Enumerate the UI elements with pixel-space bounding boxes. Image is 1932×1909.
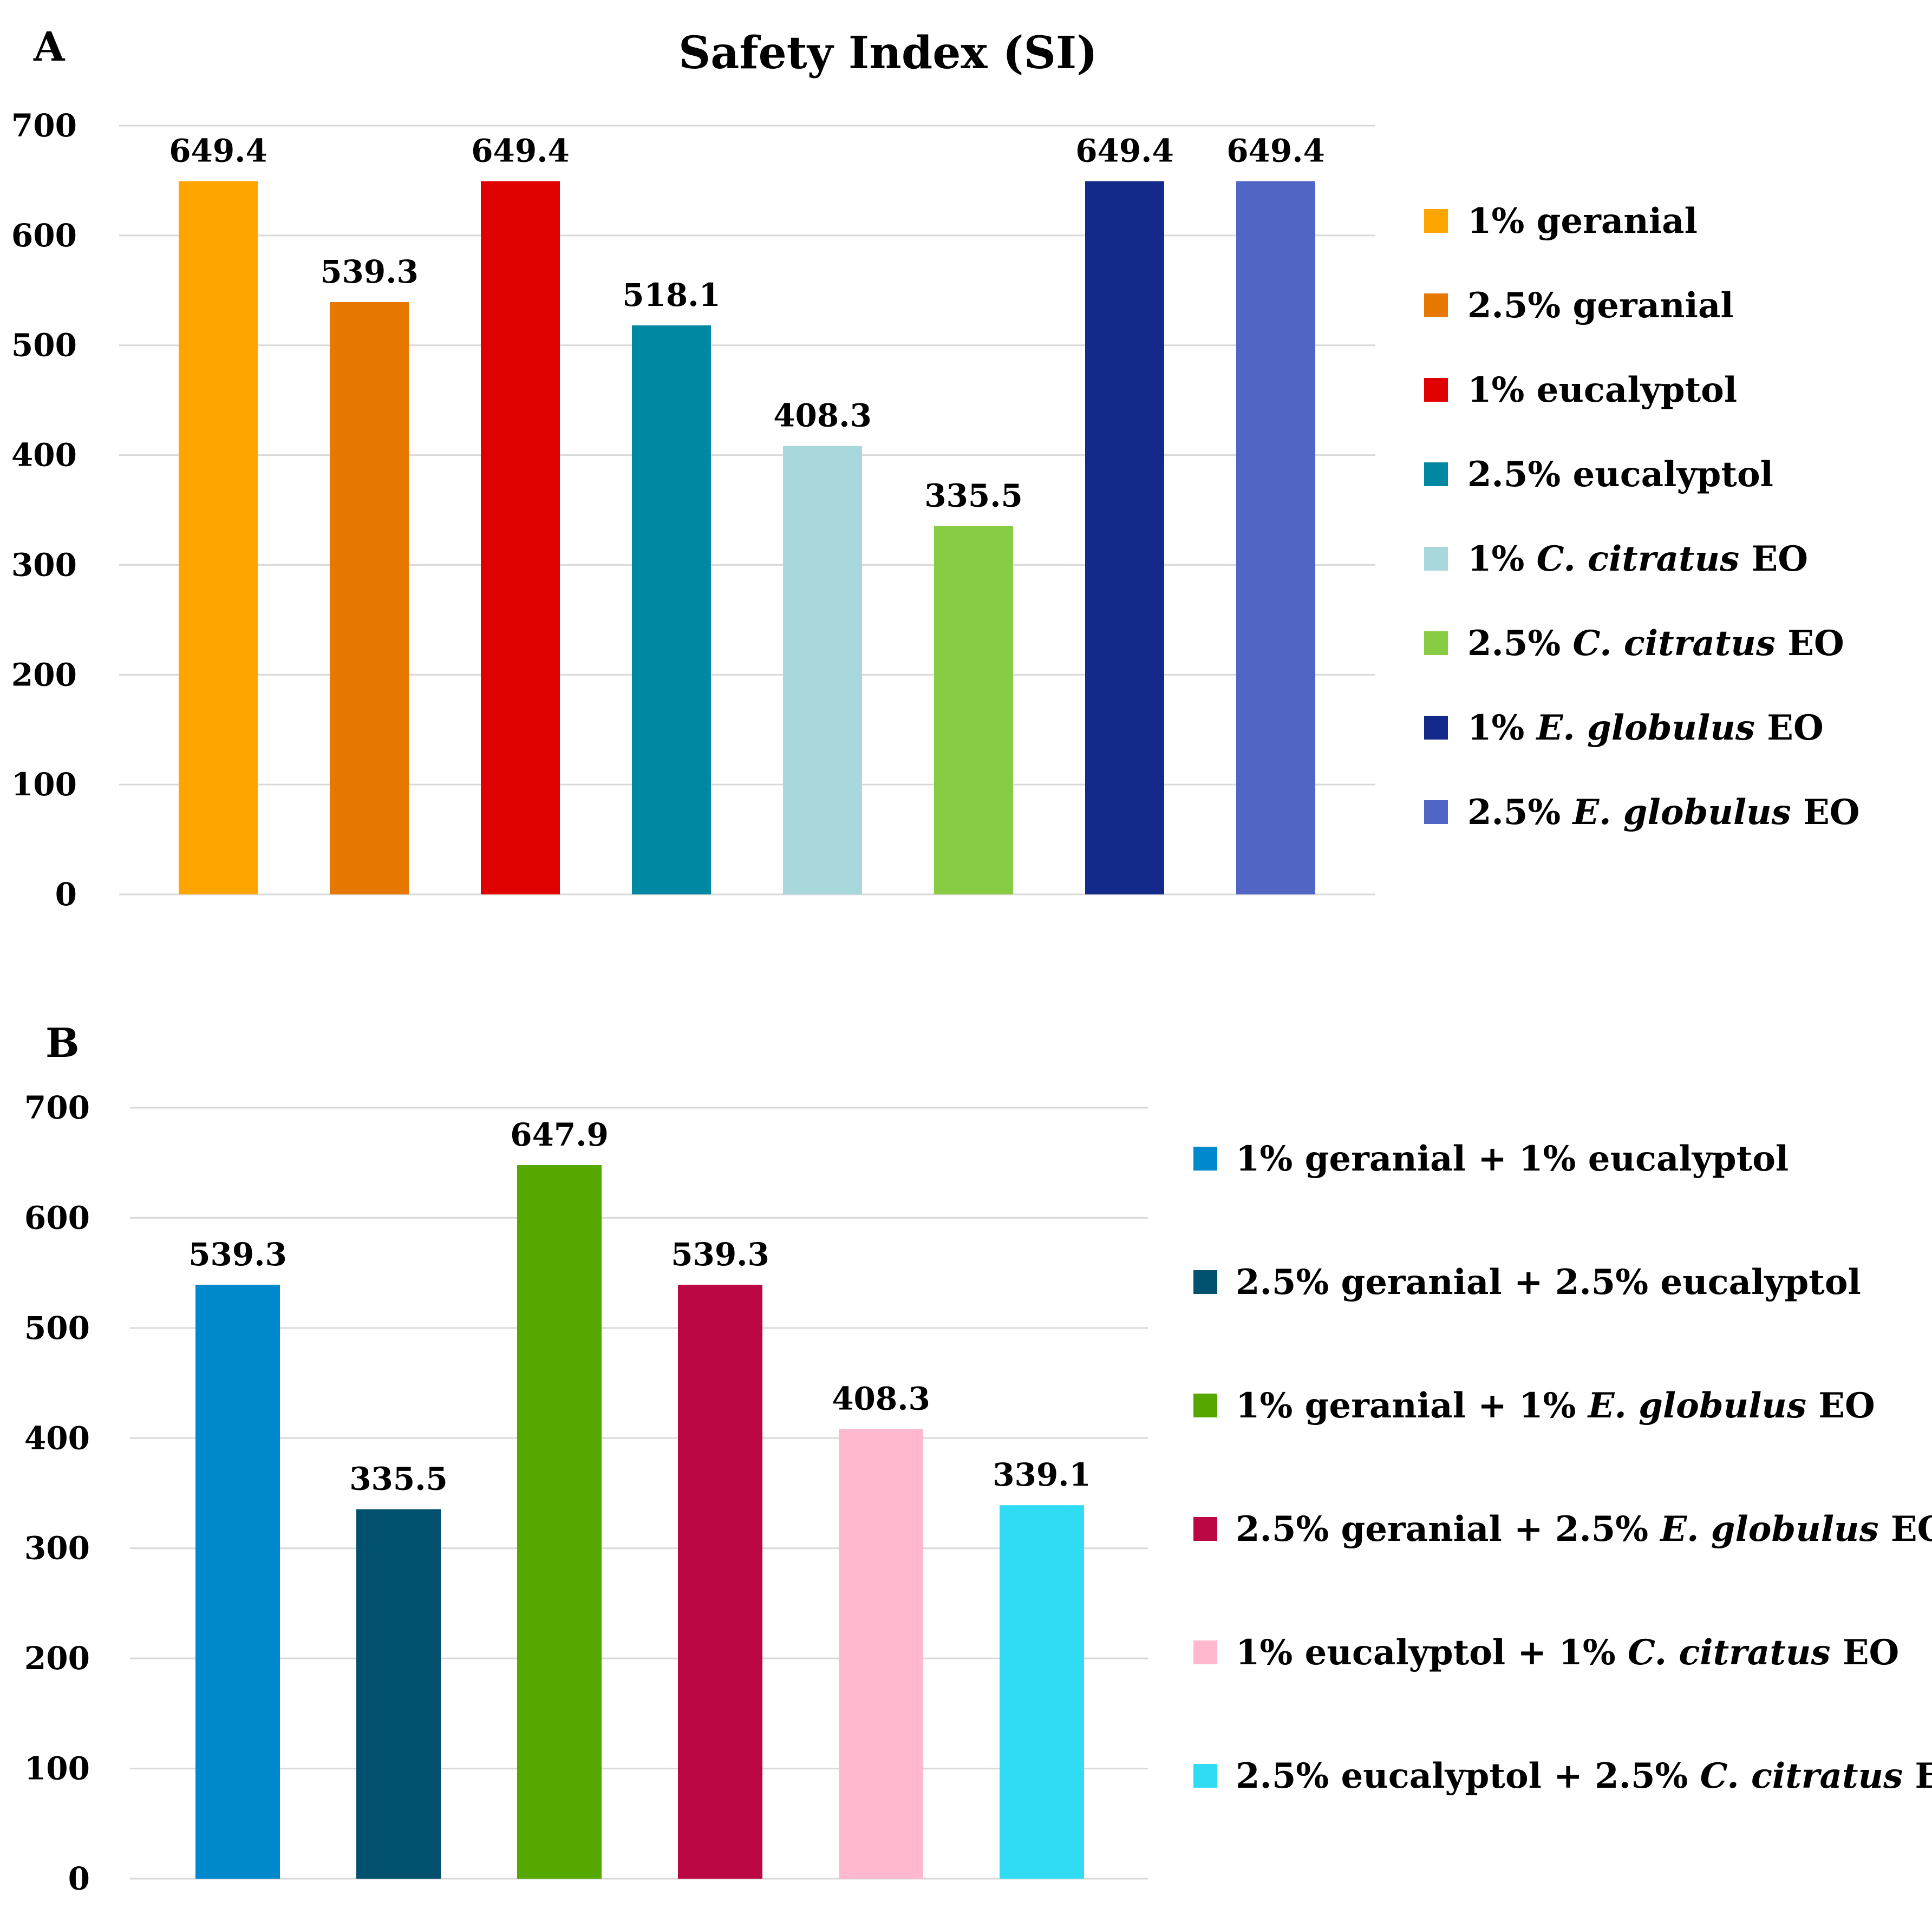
panel-a-bar [1236,181,1315,894]
panel-b-legend-label: 1% geranial + 1% E. globulus EO [1236,1385,1875,1426]
panel-b-bar [356,1509,441,1879]
panel-b-bar [839,1429,923,1879]
panel-a-bar [179,181,258,894]
panel-b-legend-swatch [1193,1764,1217,1788]
panel-b-legend-swatch [1193,1147,1217,1171]
panel-a-legend-swatch [1424,462,1448,486]
panel-b-y-tick-label: 700 [24,1089,90,1126]
panel-b-data-label: 539.3 [188,1236,287,1273]
panel-b-bar [1000,1505,1084,1879]
panel-b-bar [678,1284,762,1879]
panel-a-legend-label: 1% geranial [1467,201,1698,241]
panel-b-legend-label: 2.5% eucalyptol + 2.5% C. citratus EO [1236,1756,1932,1796]
panel-a-bar [934,526,1013,894]
panel-a-y-tick-label: 0 [55,876,77,913]
panel-a-legend-swatch [1424,631,1448,655]
panel-b-data-label: 339.1 [993,1456,1091,1493]
panel-b-data-label: 647.9 [510,1116,609,1153]
panel-b-legend-swatch [1193,1640,1217,1664]
panel-b-legend-label: 1% eucalyptol + 1% C. citratus EO [1236,1632,1899,1673]
panel-a-legend-swatch [1424,209,1448,233]
panel-a-legend-label: 2.5% eucalyptol [1467,454,1773,495]
chart-title: Safety Index (SI) [678,27,1098,79]
panel-a-bar [481,181,560,894]
panel-a-data-label: 518.1 [622,277,721,313]
panel-b-y-tick-label: 400 [24,1420,90,1456]
panel-a-chart: A Safety Index (SI) 0 100 200 300 400 500 600 7… [11,24,1860,913]
panel-b-y-tick-label: 300 [24,1530,90,1567]
panel-a-y-tick-label: 500 [11,327,77,364]
panel-b-data-label: 335.5 [349,1460,448,1497]
panel-b-bar [195,1284,280,1879]
panel-a-legend-swatch [1424,800,1448,824]
panel-a-legend-swatch [1424,378,1448,402]
panel-b-y-tick-label: 200 [24,1640,90,1677]
panel-a-bar [632,325,711,895]
panel-b-chart: B 0 100 200 300 400 500 600 700 539.3 1% geranial… [24,1020,1932,1897]
panel-a-legend-label: 1% E. globulus EO [1467,708,1824,748]
panel-a-bar [330,302,409,894]
panel-a-bar [783,446,862,894]
panel-b-y-tick-label: 0 [68,1860,90,1897]
panel-a-data-label: 649.4 [1075,133,1174,169]
panel-a-y-tick-label: 400 [11,437,77,474]
panel-a-bar [1085,181,1164,894]
panel-b-data-label: 408.3 [832,1380,930,1417]
panel-a-legend-swatch [1424,547,1448,571]
panel-a-legend-label: 2.5% geranial [1467,285,1734,326]
panel-a-legend-label: 2.5% E. globulus EO [1467,792,1860,833]
panel-b-data-label: 539.3 [671,1236,769,1273]
panel-b-y-tick-label: 100 [24,1750,90,1787]
panel-b-legend-label: 1% geranial + 1% eucalyptol [1236,1139,1789,1179]
panel-b-y-tick-label: 500 [24,1310,90,1346]
panel-b-letter: B [45,1020,80,1067]
panel-a-data-label: 408.3 [773,397,872,434]
panel-b-legend-swatch [1193,1394,1217,1417]
panel-b-legend-swatch [1193,1517,1217,1541]
panel-a-data-label: 649.4 [471,133,570,169]
panel-b-bar [517,1165,602,1879]
panel-b-legend-swatch [1193,1270,1217,1294]
panel-a-data-label: 335.5 [924,477,1023,514]
panel-a-legend-swatch [1424,716,1448,740]
panel-a-legend-swatch [1424,293,1448,317]
panel-a-data-label: 539.3 [320,253,419,290]
panel-a-y-tick-label: 600 [11,217,77,254]
panel-a-y-tick-label: 700 [11,107,77,144]
panel-a-legend-label: 2.5% C. citratus EO [1467,623,1844,664]
panel-b-legend-label: 2.5% geranial + 2.5% eucalyptol [1236,1262,1861,1303]
panel-b-y-tick-label: 600 [24,1199,90,1236]
panel-a-y-tick-label: 100 [11,766,77,803]
panel-b-legend-label: 2.5% geranial + 2.5% E. globulus EO [1236,1509,1932,1550]
panel-a-y-tick-label: 300 [11,546,77,583]
panel-a-data-label: 649.4 [169,133,267,169]
panel-a-legend-label: 1% eucalyptol [1467,370,1737,410]
panel-a-data-label: 649.4 [1226,133,1325,169]
panel-a-letter: A [33,24,66,70]
panel-a-y-tick-label: 200 [11,656,77,693]
panel-a-legend-label: 1% C. citratus EO [1467,539,1808,579]
